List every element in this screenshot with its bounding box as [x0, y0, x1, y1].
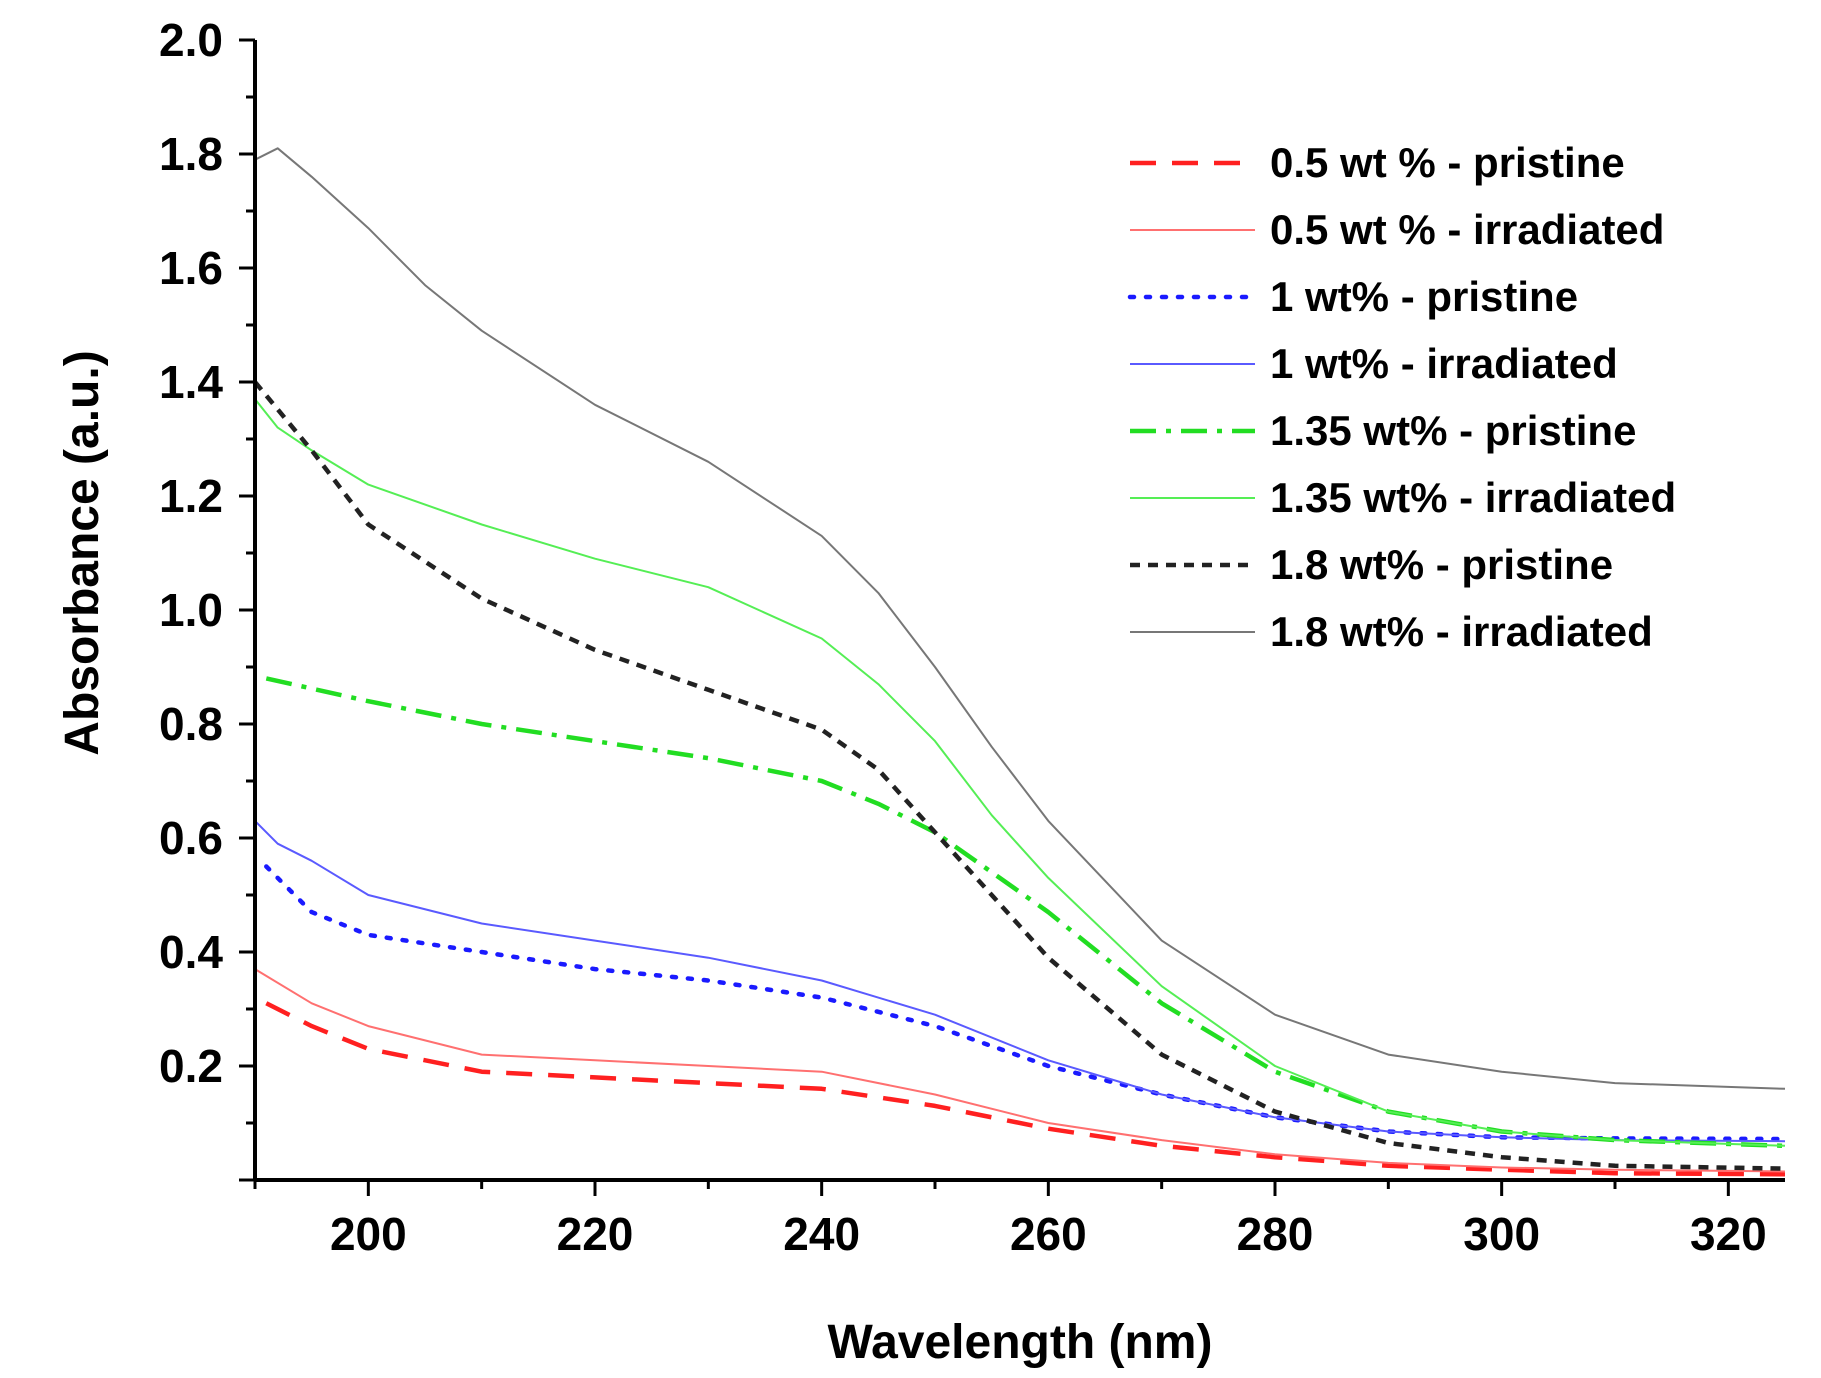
- series-line-4: [254, 820, 1786, 1143]
- series-line-3: [264, 864, 1788, 1142]
- x-tick-label: 240: [783, 1208, 860, 1260]
- series-line-5: [265, 676, 1786, 1149]
- y-ticks: 0.2 0.4 0.6 0.8 1.0 1.2 1.4 1.6 1.8 2.0: [159, 14, 255, 1182]
- legend-label-3: 1 wt% - pristine: [1270, 273, 1578, 320]
- y-tick-label: 1.4: [159, 356, 223, 408]
- x-tick-label: 280: [1237, 1208, 1314, 1260]
- y-tick-label: 1.6: [159, 242, 223, 294]
- y-tick-label: 0.2: [159, 1040, 223, 1092]
- x-tick-label: 300: [1463, 1208, 1540, 1260]
- legend-label-7: 1.8 wt% - pristine: [1270, 541, 1613, 588]
- series-line-7: [253, 380, 1786, 1171]
- series-line-6: [254, 398, 1786, 1147]
- series-line-2: [254, 968, 1786, 1173]
- legend-label-4: 1 wt% - irradiated: [1270, 340, 1618, 387]
- legend-label-6: 1.35 wt% - irradiated: [1270, 474, 1676, 521]
- x-tick-label: 320: [1690, 1208, 1767, 1260]
- x-tick-label: 260: [1010, 1208, 1087, 1260]
- y-axis-title: Absorbance (a.u.): [56, 350, 109, 755]
- series-line-8: [254, 147, 1786, 1090]
- legend: 0.5 wt % - pristine 0.5 wt % - irradiated…: [1127, 139, 1676, 655]
- legend-label-1: 0.5 wt % - pristine: [1270, 139, 1625, 186]
- plot-area: 200 220 240 260 280 300 320 0.2 0.4 0.6 0.8 1.0 1.2…: [159, 14, 1788, 1260]
- y-tick-label: 0.6: [159, 812, 223, 864]
- legend-label-8: 1.8 wt% - irradiated: [1270, 608, 1653, 655]
- y-tick-label: 1.8: [159, 128, 223, 180]
- legend-label-2: 0.5 wt % - irradiated: [1270, 206, 1664, 253]
- x-ticks: 200 220 240 260 280 300 320: [253, 1180, 1767, 1260]
- y-tick-label: 2.0: [159, 14, 223, 66]
- legend-label-5: 1.35 wt% - pristine: [1270, 407, 1636, 454]
- x-tick-label: 200: [330, 1208, 407, 1260]
- y-tick-label: 0.4: [159, 926, 223, 978]
- y-tick-label: 1.0: [159, 584, 223, 636]
- series-lines: [253, 147, 1788, 1177]
- y-tick-label: 0.8: [159, 698, 223, 750]
- x-tick-label: 220: [557, 1208, 634, 1260]
- x-axis-title: Wavelength (nm): [828, 1316, 1213, 1369]
- series-line-1: [265, 1001, 1786, 1177]
- y-tick-label: 1.2: [159, 470, 223, 522]
